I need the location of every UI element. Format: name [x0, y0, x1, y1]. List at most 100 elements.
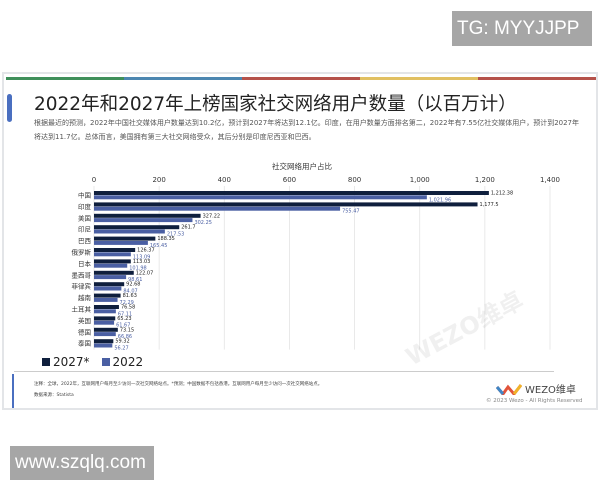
- category-label: 墨西哥: [72, 271, 92, 279]
- data-label: 67.11: [118, 311, 132, 317]
- bar-2027: [94, 293, 121, 298]
- data-label: 165.45: [150, 243, 168, 249]
- stripe-segment: [360, 77, 478, 80]
- data-label: 92.68: [126, 282, 140, 288]
- data-label: 56.27: [114, 346, 128, 352]
- legend: 2027* 2022: [42, 356, 143, 369]
- bar-2027: [94, 305, 119, 309]
- stripe-segment: [242, 77, 360, 80]
- bar-2022: [94, 252, 131, 257]
- bar-2027: [94, 270, 134, 275]
- category-label: 俄罗斯: [72, 248, 92, 257]
- data-label: 1,212.38: [491, 191, 513, 197]
- category-label: 泰国: [78, 339, 91, 348]
- bar-2027: [94, 316, 116, 321]
- data-label: 1,021.96: [429, 197, 451, 203]
- category-label: 印尼: [78, 226, 91, 234]
- data-label: 113.03: [133, 259, 151, 265]
- watermark-bottom: www.szqlq.com: [10, 446, 154, 480]
- bar-2027: [94, 327, 118, 332]
- bar-2022: [94, 240, 148, 245]
- bar-2027: [94, 259, 131, 264]
- wezo-logo: WEZO维卓: [496, 381, 576, 396]
- data-label: 84.07: [123, 289, 137, 295]
- bar-2027: [94, 282, 125, 287]
- legend-item-2027: 2027*: [42, 356, 90, 369]
- bar-2022: [94, 206, 341, 211]
- category-label: 英国: [78, 316, 91, 325]
- data-label: 188.35: [157, 236, 175, 242]
- x-tick-label: 600: [283, 176, 296, 184]
- bar-2022: [94, 343, 113, 348]
- legend-swatch: [42, 358, 50, 366]
- data-label: 59.32: [115, 339, 129, 345]
- footer-divider: [14, 371, 554, 372]
- data-label: 327.22: [203, 213, 221, 219]
- x-tick-label: 0: [92, 176, 96, 184]
- data-label: 81.63: [123, 293, 137, 299]
- bar-2022: [94, 309, 116, 314]
- legend-label: 2027*: [53, 355, 90, 369]
- data-label: 1,177.5: [480, 202, 499, 208]
- category-label: 菲律宾: [72, 282, 92, 291]
- category-label: 印度: [78, 202, 92, 211]
- x-tick-label: 1,400: [540, 176, 560, 184]
- x-tick-label: 1,000: [410, 176, 430, 184]
- data-label: 755.47: [342, 209, 360, 215]
- data-label: 261.7: [181, 225, 195, 231]
- legend-item-2022: 2022: [101, 355, 144, 369]
- footnote-text: 注释：全球，2022年，互联网用户每月至少访问一次社交网络站点。*预测；中国数据…: [34, 382, 323, 387]
- x-tick-label: 1,200: [475, 176, 495, 184]
- bar-2022: [94, 275, 127, 280]
- description: 根据最近的预测，2022年中国社交媒体用户数量达到10.2亿，预计到2027年将…: [34, 119, 580, 141]
- legend-swatch: [101, 358, 110, 366]
- category-label: 土耳其: [72, 305, 92, 314]
- data-label: 65.23: [117, 316, 131, 322]
- bar-2027: [94, 248, 136, 252]
- data-label: 302.25: [194, 220, 212, 226]
- bar-2027: [94, 339, 114, 344]
- bar-2027: [94, 191, 489, 195]
- bar-2022: [94, 218, 193, 223]
- category-label: 日本: [78, 259, 92, 268]
- category-label: 德国: [78, 327, 91, 336]
- bar-2027: [94, 213, 201, 218]
- data-label: 98.61: [128, 277, 142, 283]
- bar-2022: [94, 195, 427, 200]
- bar-2022: [94, 263, 128, 268]
- x-tick-label: 200: [152, 176, 165, 184]
- stripe-segment: [6, 77, 124, 80]
- category-label: 越南: [78, 293, 92, 302]
- source-text: 数据来源：Statista: [34, 393, 74, 398]
- title-accent: [7, 94, 12, 122]
- bar-2027: [94, 225, 180, 230]
- bar-2022: [94, 229, 165, 234]
- bar-2027: [94, 236, 156, 241]
- bar-2022: [94, 332, 116, 337]
- data-label: 72.29: [120, 300, 134, 306]
- bar-2022: [94, 320, 115, 325]
- x-tick-label: 800: [348, 176, 361, 184]
- watermark-top: TG: MYYJJPP: [452, 11, 592, 46]
- chart-title: 社交网络用户占比: [272, 161, 332, 171]
- data-label: 76.58: [121, 305, 135, 311]
- stripe-segment: [478, 77, 596, 80]
- category-label: 巴西: [78, 237, 92, 245]
- data-label: 66.86: [118, 334, 132, 340]
- footer-accent: [12, 374, 14, 408]
- category-label: 美国: [78, 213, 91, 222]
- x-tick-label: 400: [218, 176, 231, 184]
- bar-2022: [94, 297, 118, 302]
- bar-chart: 社交网络用户占比 0 200 400 600 800 1,000 1,200 1,400 中国 1,…: [72, 161, 561, 352]
- data-label: 101.98: [129, 266, 147, 272]
- legend-label: 2022: [112, 355, 144, 369]
- copyright: © 2023 Wezo - All Rights Reserved: [486, 398, 583, 404]
- category-label: 中国: [78, 191, 91, 200]
- data-label: 113.09: [133, 254, 151, 260]
- stripe-segment: [124, 77, 242, 80]
- logo-text: WEZO维卓: [525, 385, 576, 396]
- data-label: 61.67: [116, 323, 130, 329]
- page-title: 2022年和2027年上榜国家社交网络用户数量（以百万计）: [34, 94, 517, 115]
- data-label: 217.53: [167, 232, 185, 238]
- footnote: 注释：全球，2022年，互联网用户每月至少访问一次社交网络站点。*预测；中国数据…: [34, 379, 322, 401]
